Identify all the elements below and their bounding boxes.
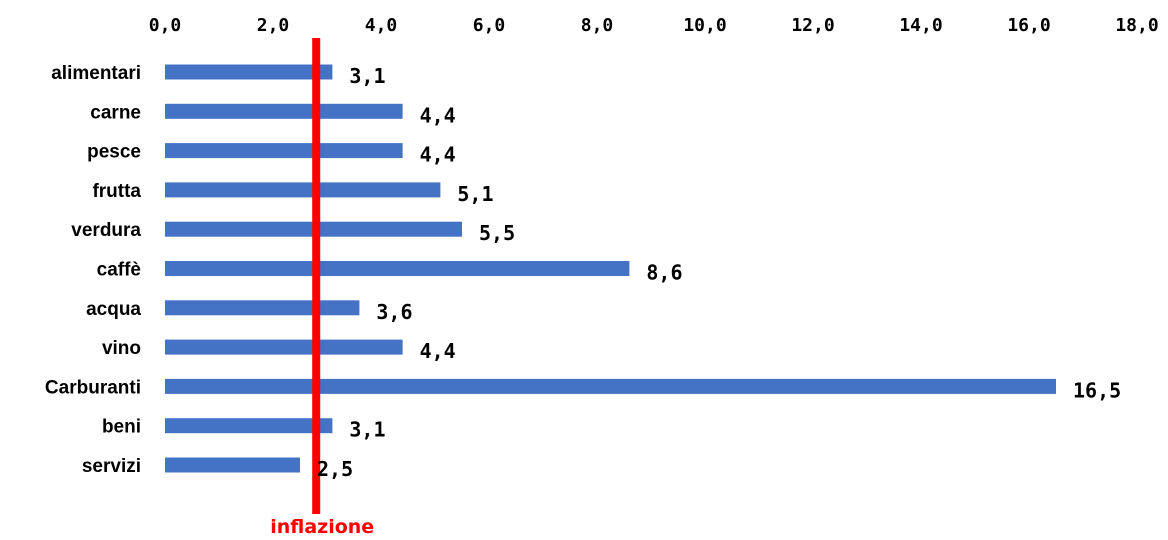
bar: [165, 182, 441, 198]
value-label: 16,5: [1073, 378, 1121, 402]
value-label: 4,4: [420, 103, 456, 127]
value-label: 8,6: [646, 261, 682, 285]
category-labels: alimentari carne pesce frutta verdura caffè ac…: [45, 63, 142, 477]
bars: [165, 64, 1056, 473]
x-tick-label: 6,0: [473, 15, 506, 36]
value-label: 3,1: [349, 64, 385, 88]
category-label: beni: [102, 417, 141, 438]
x-axis-ticks: 0,0 2,0 4,0 6,0 8,0 10,0 12,0 14,0 16,0 18,0: [149, 15, 1159, 36]
bar: [165, 261, 630, 276]
value-label: 3,6: [376, 300, 412, 324]
value-label: 5,5: [479, 221, 515, 245]
inflation-reference: inflazione: [270, 38, 374, 538]
category-label: vino: [102, 338, 141, 359]
bar: [165, 64, 333, 80]
x-tick-label: 18,0: [1115, 15, 1158, 36]
bar: [165, 378, 1056, 394]
value-label: 5,1: [457, 182, 493, 206]
value-label: 3,1: [349, 418, 385, 442]
category-label: alimentari: [51, 63, 141, 84]
x-tick-label: 0,0: [149, 15, 182, 36]
x-tick-label: 10,0: [683, 15, 726, 36]
category-label: carne: [90, 102, 141, 123]
category-label: Carburanti: [45, 377, 141, 398]
bar: [165, 143, 403, 159]
x-tick-label: 14,0: [899, 15, 942, 36]
x-tick-label: 4,0: [365, 15, 398, 36]
category-label: verdura: [71, 220, 141, 241]
bar: [165, 300, 360, 316]
x-tick-label: 2,0: [257, 15, 290, 36]
category-label: frutta: [92, 181, 141, 202]
value-label: 2,5: [317, 457, 353, 481]
value-label: 4,4: [420, 339, 456, 363]
value-label: 4,4: [420, 143, 456, 167]
x-tick-label: 16,0: [1007, 15, 1050, 36]
category-label: acqua: [86, 299, 141, 320]
bar: [165, 418, 333, 434]
x-tick-label: 12,0: [791, 15, 834, 36]
bar: [165, 103, 403, 119]
bar: [165, 339, 403, 355]
category-label: caffè: [97, 260, 141, 281]
inflation-label: inflazione: [270, 516, 374, 538]
value-labels: 3,14,44,45,15,58,63,64,416,53,12,5: [317, 64, 1121, 481]
category-label: servizi: [82, 456, 141, 477]
category-label: pesce: [87, 142, 141, 163]
x-tick-label: 8,0: [581, 15, 614, 36]
bar: [165, 457, 300, 473]
